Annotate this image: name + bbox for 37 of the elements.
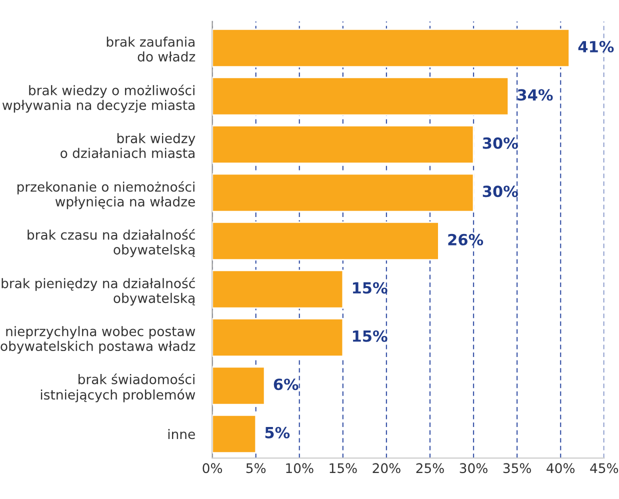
data-label: 15% [352,330,388,342]
y-tick-label: brak wiedzy o działaniach miasta [60,133,196,158]
bar [212,28,570,68]
x-tick-label: 25% [416,463,444,474]
y-tick-label: inne [168,428,195,440]
bar [212,270,344,309]
data-label: 6% [274,378,298,390]
y-tick-label: brak świadomości istniejących problemów [40,374,196,402]
x-tick-label: 15% [330,463,357,474]
data-label: 26% [448,234,484,246]
x-tick-label: 0% [202,463,222,474]
data-label: 34% [518,89,553,101]
y-tick-label: nieprzychylna wobec postaw obywatelskich postawa władz [0,326,196,354]
bar [212,414,257,454]
bar [212,221,440,260]
x-tick-label: 40% [546,463,575,474]
x-tick-label: 20% [372,463,400,474]
x-tick-label: 5% [246,463,266,474]
y-tick-label: przekonanie o niemożności wpłynięcia na władze [17,181,195,210]
data-label: 30% [482,186,518,198]
x-tick-label: 30% [460,463,488,474]
data-label: 15% [352,282,388,294]
bar [212,124,474,164]
x-tick-label: 45% [590,463,618,474]
y-tick-label: brak wiedzy o możliwości wpływania na decyzje miasta [2,84,194,113]
x-tick-label: 10% [286,463,314,474]
bar [212,76,510,116]
bar [212,318,344,357]
bar [212,173,474,212]
x-tick-label: 35% [503,463,532,474]
y-tick-label: brak pieniędzy na działalność obywatelską [2,278,195,306]
data-label: 30% [482,137,518,149]
bar [212,366,266,406]
data-label: 5% [265,426,290,438]
y-tick-label: brak zaufania do władz [106,36,196,62]
y-tick-label: brak czasu na działalność obywatelską [28,229,195,258]
data-label: 41% [578,40,614,52]
